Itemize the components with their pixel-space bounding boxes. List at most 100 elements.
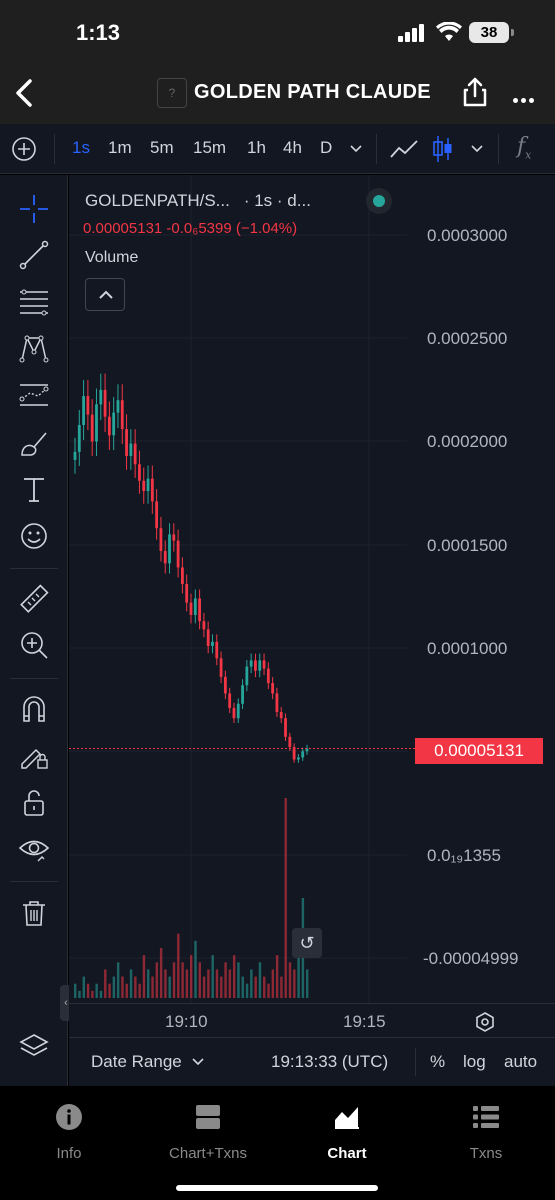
bottom-tab-bar: Info Chart+Txns Chart Txns: [0, 1086, 555, 1200]
time-axis-label: 19:10: [165, 1012, 208, 1031]
volume-bar: [280, 976, 283, 998]
chart-icon: [335, 1107, 359, 1129]
zoom-in-icon[interactable]: [18, 629, 50, 661]
tab-chart[interactable]: Chart: [278, 1102, 416, 1162]
pattern-tool-icon[interactable]: [18, 332, 50, 364]
volume-bar: [293, 969, 296, 998]
text-tool-icon[interactable]: [18, 473, 50, 505]
add-symbol-icon[interactable]: [11, 136, 37, 162]
candle-body: [249, 660, 253, 667]
volume-bar: [185, 969, 189, 998]
interval-d[interactable]: D: [320, 138, 333, 157]
volume-bar: [267, 983, 270, 998]
page-title: GOLDEN PATH CLAUDE: [194, 81, 431, 103]
interval-1s[interactable]: 1s: [72, 138, 90, 157]
volume-bar: [159, 948, 163, 998]
lock-drawing-icon[interactable]: [18, 740, 50, 772]
date-range-button[interactable]: Date Range: [91, 1052, 205, 1072]
volume-bar: [220, 976, 223, 998]
visibility-icon[interactable]: [18, 833, 50, 865]
share-icon[interactable]: [460, 76, 490, 108]
candle-body: [82, 396, 85, 425]
candle-body: [176, 540, 180, 568]
status-bar: 1:13 38: [0, 0, 555, 62]
candle-body: [129, 443, 133, 456]
candle-body: [181, 567, 184, 584]
unlock-icon[interactable]: [18, 787, 50, 819]
crosshair-icon[interactable]: [18, 193, 50, 225]
auto-scale-button[interactable]: auto: [504, 1052, 538, 1071]
candle-body: [150, 478, 154, 502]
forecast-tool-icon[interactable]: [18, 379, 50, 411]
interval-15m[interactable]: 15m: [193, 138, 227, 157]
price-chart[interactable]: [69, 175, 555, 1003]
fib-retracement-icon[interactable]: [18, 286, 50, 318]
interval-dropdown-icon[interactable]: [349, 144, 363, 154]
settings-icon[interactable]: [474, 1011, 496, 1033]
magnet-icon[interactable]: [18, 693, 50, 725]
home-indicator: [176, 1185, 378, 1191]
interval-1m[interactable]: 1m: [108, 138, 132, 157]
candle-body: [77, 424, 81, 452]
reset-chart-button[interactable]: ↺: [292, 928, 322, 958]
candle-body: [90, 414, 94, 442]
app-header: ? GOLDEN PATH CLAUDE: [0, 62, 555, 124]
volume-bar: [121, 976, 124, 998]
brush-icon[interactable]: [18, 427, 50, 459]
interval-1h[interactable]: 1h: [247, 138, 266, 157]
candle-body: [219, 658, 223, 677]
volume-bar: [306, 969, 309, 998]
interval-4h[interactable]: 4h: [283, 138, 302, 157]
emoji-icon[interactable]: [18, 520, 50, 552]
volume-bar: [297, 955, 300, 998]
percent-scale-button[interactable]: %: [430, 1052, 446, 1071]
trash-icon[interactable]: [18, 897, 50, 929]
candle-body: [288, 736, 292, 748]
volume-bar: [284, 798, 287, 998]
candle-body: [116, 400, 120, 413]
candle-body: [185, 583, 189, 603]
candle-body: [146, 478, 150, 492]
tab-info[interactable]: Info: [0, 1102, 138, 1162]
log-scale-button[interactable]: log: [463, 1052, 486, 1071]
legend-symbol[interactable]: GOLDENPATH/S... · 1s · d...: [85, 191, 311, 210]
chart-type-dropdown-icon[interactable]: [470, 144, 484, 154]
tab-txns[interactable]: Txns: [417, 1102, 555, 1162]
volume-bar: [134, 976, 137, 998]
volume-bar: [254, 976, 257, 998]
candle-body: [279, 712, 283, 719]
volume-bar: [74, 983, 77, 998]
utc-clock[interactable]: 19:13:33 (UTC): [271, 1052, 389, 1071]
line-chart-type-icon[interactable]: [389, 137, 419, 161]
volume-bar: [116, 962, 120, 998]
more-options-icon[interactable]: [513, 90, 537, 108]
volume-bar: [215, 969, 219, 998]
candle-body: [142, 480, 146, 492]
candle-body: [271, 683, 275, 694]
market-status-dot: [366, 188, 392, 214]
candle-body: [138, 464, 141, 481]
price-axis-label: 0.0002000: [427, 432, 508, 451]
last-price-label: 0.00005131: [415, 738, 543, 764]
volume-bar: [224, 962, 227, 998]
back-icon[interactable]: [10, 76, 40, 110]
time-axis[interactable]: 19:10 19:15: [69, 1003, 555, 1037]
tab-chart-txns[interactable]: Chart+Txns: [139, 1102, 277, 1162]
interval-5m[interactable]: 5m: [150, 138, 174, 157]
layers-icon[interactable]: [18, 1031, 50, 1063]
volume-bar: [202, 976, 206, 998]
volume-bar: [172, 962, 176, 998]
trend-line-icon[interactable]: [18, 239, 50, 271]
volume-bar: [190, 955, 193, 998]
indicators-icon[interactable]: fx: [517, 134, 532, 162]
chart-area[interactable]: GOLDENPATH/S... · 1s · d... 0.00005131 -0…: [69, 175, 555, 1086]
volume-bar: [258, 962, 262, 998]
candle-body: [95, 404, 98, 442]
candle-body: [262, 660, 266, 669]
volume-bar: [108, 983, 111, 998]
volume-bar: [288, 962, 292, 998]
legend-collapse-button[interactable]: [85, 278, 125, 311]
candlestick-chart-icon[interactable]: [432, 134, 454, 164]
ruler-icon[interactable]: [18, 583, 50, 615]
status-time: 1:13: [76, 20, 121, 45]
